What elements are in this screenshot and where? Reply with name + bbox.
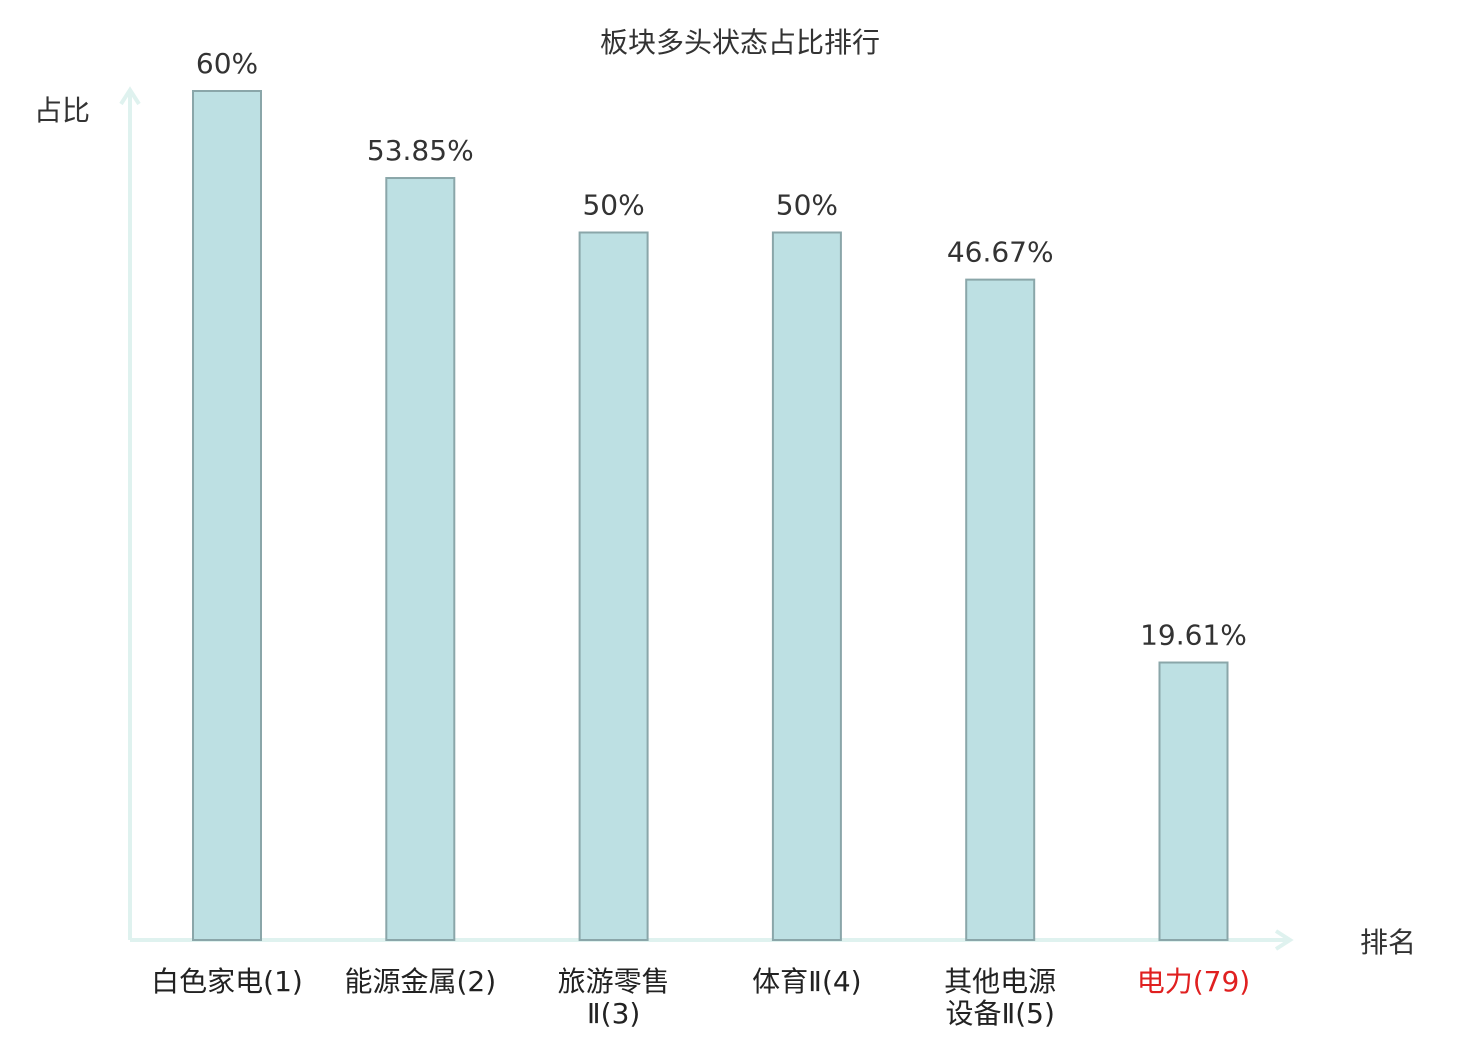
value-label: 46.67% [947,236,1054,269]
x-axis [130,929,1294,951]
y-axis [119,86,141,940]
bar [192,90,262,941]
value-label: 50% [582,189,644,222]
bar [1158,661,1229,941]
bar [578,231,649,941]
value-label: 19.61% [1140,619,1247,652]
x-tick-label: 白色家电(1) [151,965,303,998]
value-label: 53.85% [367,134,474,167]
value-label: 60% [196,47,258,80]
x-axis-label: 排名 [1360,926,1416,959]
x-tick-label: 体育Ⅱ(4) [752,965,862,998]
x-tick-label: 电力(79) [1136,965,1251,998]
x-tick-label: 其他电源 设备Ⅱ(5) [944,965,1057,1030]
chart-title: 板块多头状态占比排行 [600,26,880,59]
x-tick-label: 能源金属(2) [344,965,497,998]
bar [965,278,1036,941]
value-label: 50% [776,189,838,222]
x-tick-label: 旅游零售 Ⅱ(3) [557,965,670,1030]
y-axis-label: 占比 [34,94,90,127]
bar [771,231,842,941]
bar [385,177,456,941]
